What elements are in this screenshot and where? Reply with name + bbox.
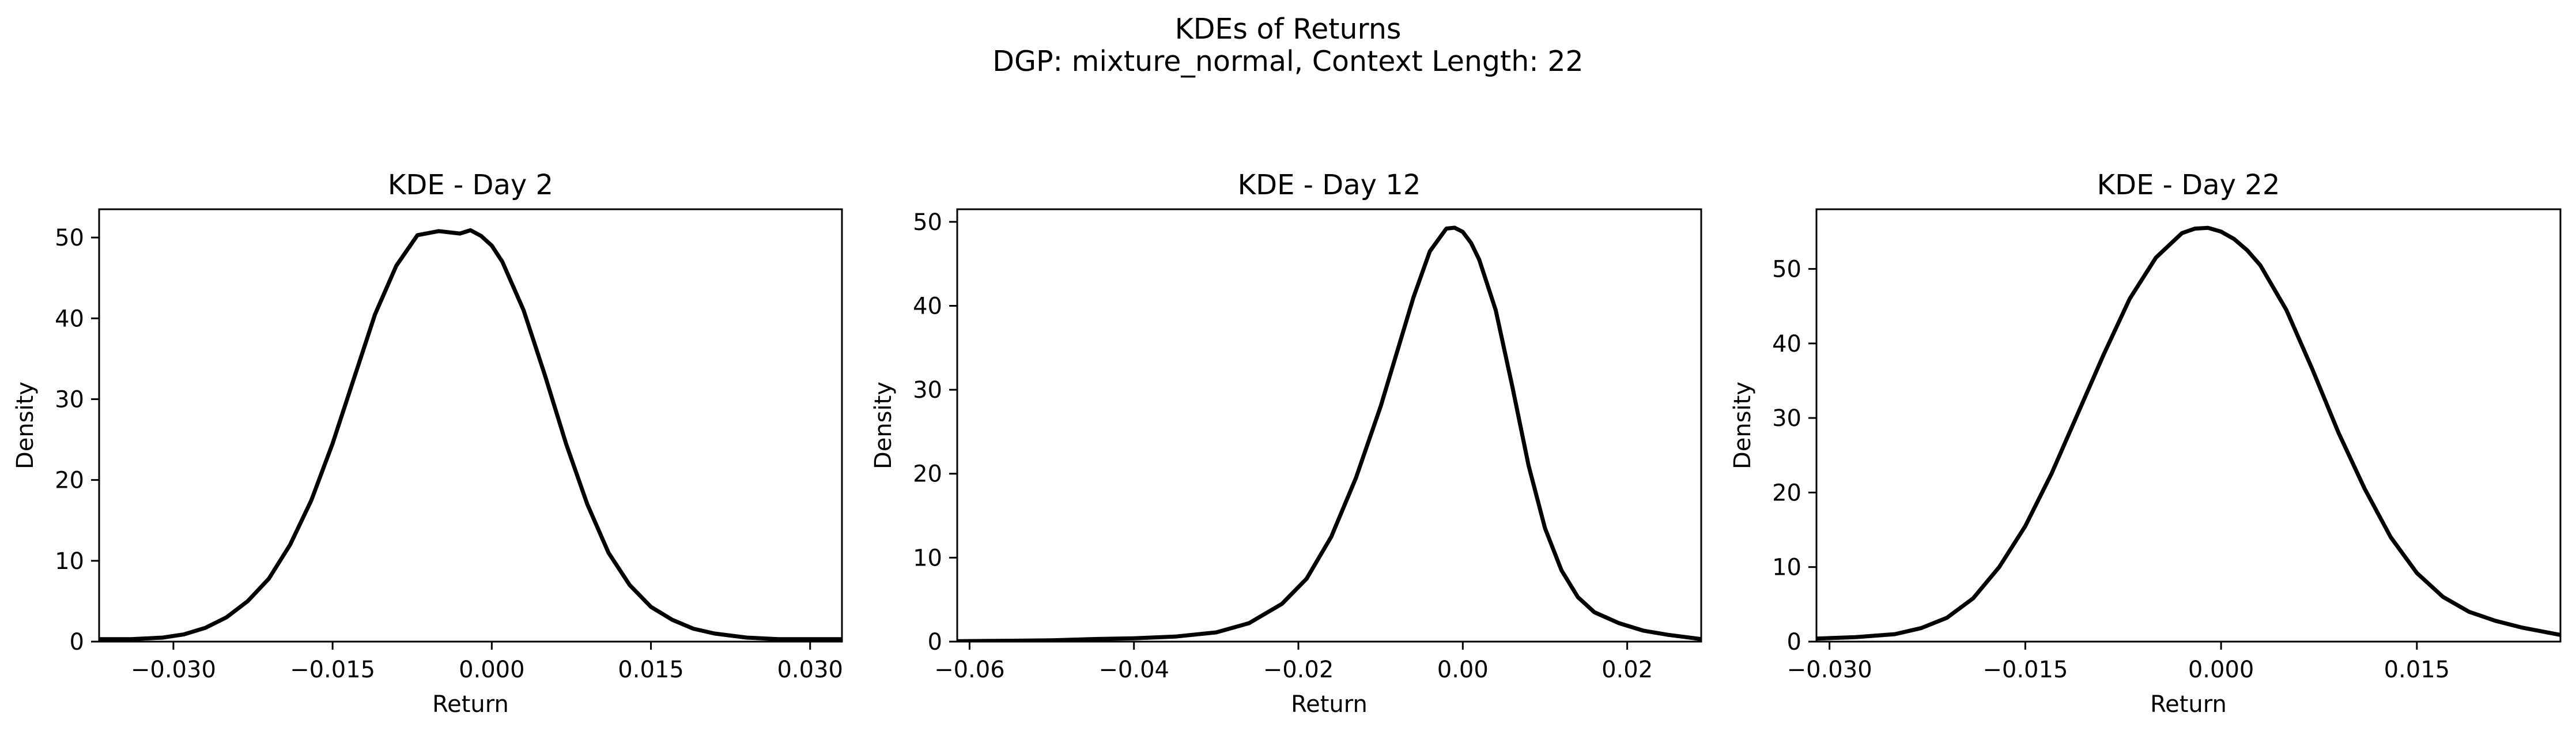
x-tick-label: −0.06 xyxy=(934,657,1005,683)
panel-title: KDE - Day 22 xyxy=(2097,169,2280,201)
y-tick-label: 40 xyxy=(55,306,84,332)
kde-panel-2: −0.06 −0.04 −0.02 0.00 0.02 0 10 20 30 40 50 KDE - … xyxy=(870,169,1702,718)
x-axis-label: Return xyxy=(432,691,509,718)
y-tick-label: 30 xyxy=(1772,405,1801,432)
figure-title: KDEs of Returns xyxy=(1174,13,1402,46)
y-tick-label: 30 xyxy=(55,386,84,413)
x-axis-label: Return xyxy=(2150,691,2227,718)
x-tick-label: −0.015 xyxy=(1982,657,2068,683)
axes-frame xyxy=(1815,208,2562,643)
kde-curve-2-1 xyxy=(957,225,1701,642)
y-tick-label: 20 xyxy=(55,468,84,494)
x-tick-label: −0.030 xyxy=(131,657,216,683)
y-axis-label: Density xyxy=(1729,382,1756,469)
x-tick-label: 0.015 xyxy=(2384,657,2450,683)
y-tick-label: 20 xyxy=(1772,480,1801,506)
y-axis-label: Density xyxy=(12,382,39,469)
x-tick-label: 0.015 xyxy=(618,657,684,683)
y-tick-label: 50 xyxy=(913,209,942,236)
panel-title: KDE - Day 12 xyxy=(1238,169,1421,201)
x-tick-label: 0.000 xyxy=(459,657,525,683)
axes-frame xyxy=(98,208,843,643)
y-tick-label: 40 xyxy=(1772,331,1801,357)
y-tick-label: 0 xyxy=(70,629,84,655)
kde-curve-3-1 xyxy=(1816,225,2560,641)
y-tick-label: 10 xyxy=(913,545,942,571)
x-tick-label: −0.04 xyxy=(1098,657,1169,683)
kde-curve-1-1 xyxy=(99,228,842,642)
y-tick-label: 10 xyxy=(55,548,84,575)
x-tick-label: 0.02 xyxy=(1601,657,1653,683)
figure-subtitle: DGP: mixture_normal, Context Length: 22 xyxy=(992,45,1584,78)
x-tick-label: 0.000 xyxy=(2188,657,2254,683)
y-axis-label: Density xyxy=(870,382,897,469)
y-tick-label: 50 xyxy=(55,225,84,251)
x-tick-label: 0.00 xyxy=(1437,657,1489,683)
x-tick-label: −0.015 xyxy=(290,657,375,683)
kde-panel-1: −0.030 −0.015 0.000 0.015 0.030 0 10 20 30 40 50 KD… xyxy=(12,169,843,718)
x-tick-label: −0.030 xyxy=(1787,657,1872,683)
y-tick-label: 40 xyxy=(913,293,942,319)
x-tick-label: −0.02 xyxy=(1263,657,1334,683)
y-tick-label: 0 xyxy=(928,629,942,655)
kde-panel-3: −0.030 −0.015 0.000 0.015 0 10 20 30 40 50 KDE - D… xyxy=(1729,169,2562,718)
y-tick-label: 0 xyxy=(1787,629,1801,655)
y-tick-label: 50 xyxy=(1772,256,1801,282)
axes-frame xyxy=(956,208,1702,643)
x-tick-label: 0.030 xyxy=(777,657,843,683)
panel-title: KDE - Day 2 xyxy=(388,169,553,201)
y-tick-label: 30 xyxy=(913,377,942,404)
y-tick-label: 10 xyxy=(1772,555,1801,581)
y-tick-label: 20 xyxy=(913,461,942,488)
x-axis-label: Return xyxy=(1291,691,1368,718)
